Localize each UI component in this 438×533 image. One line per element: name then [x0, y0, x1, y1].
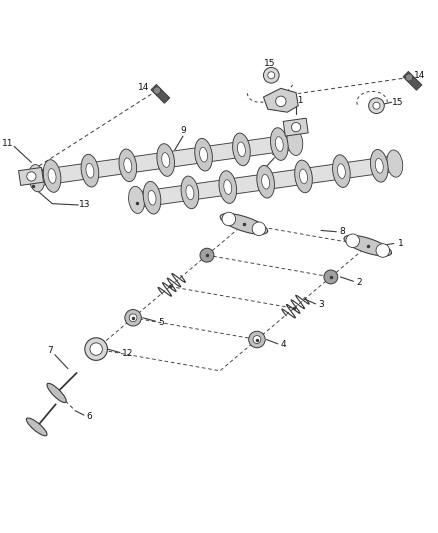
Ellipse shape: [162, 152, 170, 167]
Ellipse shape: [157, 144, 174, 176]
Circle shape: [125, 310, 141, 326]
Text: 11: 11: [293, 96, 304, 105]
Text: 3: 3: [318, 300, 324, 309]
Text: 9: 9: [180, 126, 186, 135]
Ellipse shape: [143, 181, 161, 214]
Ellipse shape: [300, 169, 307, 184]
Ellipse shape: [124, 158, 132, 173]
Ellipse shape: [276, 136, 283, 151]
Text: 15: 15: [392, 98, 404, 107]
Ellipse shape: [271, 128, 288, 160]
Text: 6: 6: [87, 412, 92, 421]
Polygon shape: [220, 214, 268, 234]
Polygon shape: [35, 134, 296, 186]
Ellipse shape: [233, 133, 250, 166]
Ellipse shape: [148, 190, 156, 205]
Circle shape: [252, 222, 266, 236]
Ellipse shape: [295, 160, 312, 193]
Ellipse shape: [181, 176, 199, 209]
Text: 4: 4: [280, 340, 286, 349]
Circle shape: [153, 87, 161, 94]
Text: 8: 8: [339, 227, 345, 236]
Text: 13: 13: [79, 200, 91, 209]
Ellipse shape: [47, 383, 66, 402]
Circle shape: [85, 338, 107, 360]
Ellipse shape: [200, 147, 208, 162]
Circle shape: [129, 314, 137, 322]
Ellipse shape: [119, 149, 137, 182]
Polygon shape: [135, 156, 396, 208]
Text: 11: 11: [2, 139, 13, 148]
Text: 5: 5: [159, 318, 164, 327]
Circle shape: [264, 68, 279, 83]
Text: 2: 2: [356, 278, 362, 287]
Circle shape: [27, 172, 36, 181]
Ellipse shape: [371, 149, 388, 182]
Circle shape: [369, 98, 384, 114]
Text: 14: 14: [138, 83, 150, 92]
Circle shape: [253, 336, 261, 343]
Ellipse shape: [337, 164, 345, 179]
Circle shape: [376, 244, 389, 257]
Circle shape: [249, 331, 265, 348]
Ellipse shape: [28, 165, 45, 192]
Text: 15: 15: [264, 59, 276, 68]
Polygon shape: [283, 118, 308, 136]
Ellipse shape: [43, 160, 61, 192]
Polygon shape: [151, 84, 170, 103]
Ellipse shape: [224, 180, 232, 195]
Ellipse shape: [287, 128, 303, 156]
Text: 7: 7: [47, 346, 53, 355]
Ellipse shape: [261, 174, 270, 189]
Ellipse shape: [375, 158, 383, 173]
Text: 12: 12: [122, 349, 133, 358]
Circle shape: [200, 248, 214, 262]
Ellipse shape: [186, 185, 194, 200]
Circle shape: [324, 270, 338, 284]
Circle shape: [406, 74, 413, 81]
Ellipse shape: [219, 171, 237, 204]
Text: 1: 1: [398, 239, 403, 247]
Ellipse shape: [48, 168, 56, 183]
Ellipse shape: [128, 187, 145, 214]
Ellipse shape: [257, 165, 275, 198]
Circle shape: [222, 212, 236, 226]
Circle shape: [90, 343, 102, 356]
Circle shape: [346, 234, 360, 247]
Circle shape: [268, 72, 275, 79]
Circle shape: [373, 102, 380, 109]
Text: 10: 10: [271, 148, 282, 157]
Ellipse shape: [237, 142, 245, 157]
Circle shape: [276, 96, 286, 107]
Ellipse shape: [81, 155, 99, 187]
Ellipse shape: [86, 163, 94, 178]
Circle shape: [291, 123, 300, 132]
Polygon shape: [344, 236, 392, 256]
Ellipse shape: [332, 155, 350, 188]
Text: 14: 14: [414, 71, 426, 80]
Polygon shape: [18, 167, 43, 185]
Ellipse shape: [26, 418, 47, 436]
Polygon shape: [403, 71, 422, 90]
Polygon shape: [264, 88, 298, 112]
Ellipse shape: [387, 150, 403, 177]
Ellipse shape: [195, 139, 212, 171]
